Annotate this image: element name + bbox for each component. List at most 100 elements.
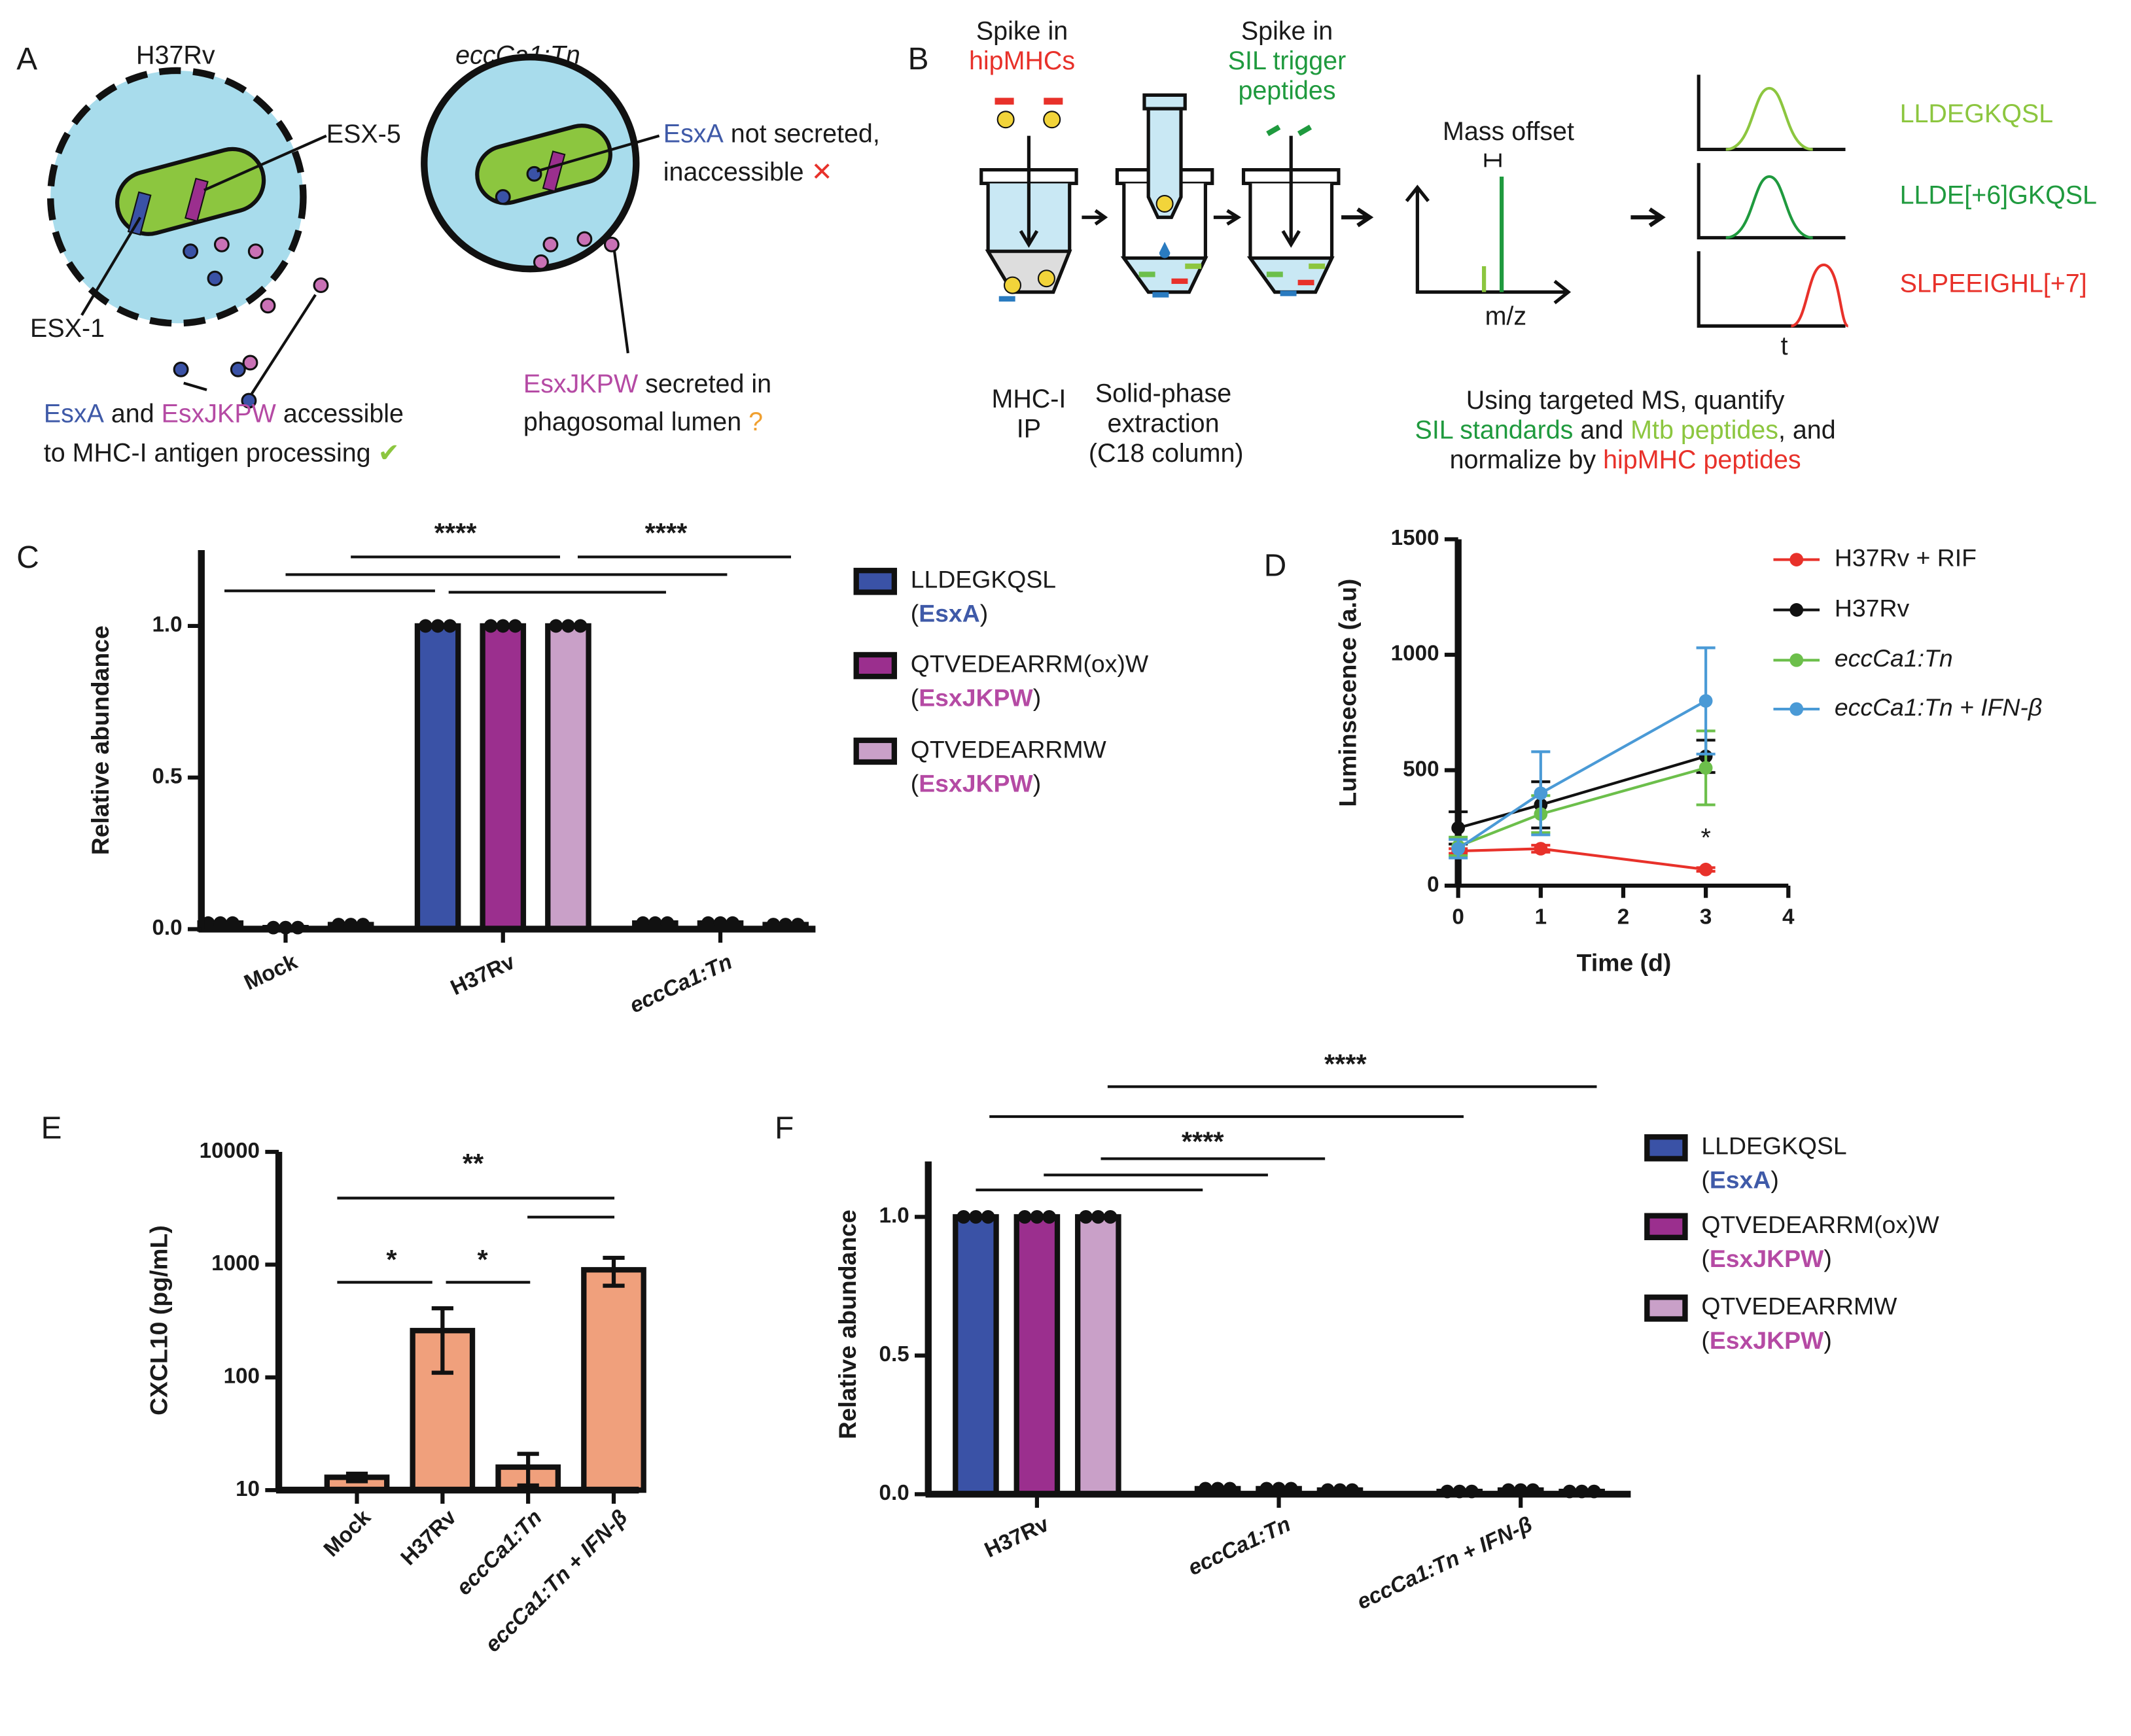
chromatograms (1697, 75, 1849, 328)
point (1534, 842, 1548, 856)
legend-marker (1789, 553, 1804, 566)
x-tick-label: eccCa1:Tn + IFN-β (1353, 1512, 1536, 1615)
panel-label: F (775, 1111, 794, 1145)
label: Mass offset (1443, 117, 1574, 146)
legend-swatch (853, 568, 897, 595)
replicate-dot (549, 619, 563, 633)
caption-part: phagosomal lumen (523, 408, 741, 436)
panel-label: A (16, 42, 37, 77)
step-label: extraction (1108, 409, 1220, 438)
tubes (979, 93, 1341, 294)
legend-protein-part: EsxA (919, 600, 980, 627)
question: ? (748, 408, 763, 436)
x-tick-label: Mock (319, 1505, 376, 1562)
step-label: Solid-phase (1095, 379, 1231, 408)
replicate-dot (1042, 1209, 1056, 1224)
label: ESX-1 (30, 314, 105, 343)
panel-label: C (16, 540, 39, 575)
point (1699, 694, 1713, 708)
caption: EsxJKPW secreted in (523, 370, 771, 398)
trace-label: SLPEEIGHL[+7] (1900, 269, 2087, 298)
legend-label: H37Rv (1835, 594, 1910, 621)
legend-protein-part: ( (1701, 1327, 1710, 1354)
caption-part: EsxA (44, 400, 105, 428)
y-tick-label: 1000 (211, 1251, 260, 1276)
legend-swatch (1644, 1294, 1688, 1322)
legend-label: QTVEDEARRM(ox)W (911, 650, 1149, 677)
point (1451, 842, 1466, 856)
point (1699, 761, 1713, 775)
replicate-dot (1017, 1209, 1032, 1224)
legend-protein-part: ) (1823, 1245, 1831, 1272)
replicate-dot (508, 619, 522, 633)
y-axis-label: Relative abundance (834, 1209, 861, 1439)
y-tick-label: 0.0 (879, 1481, 909, 1505)
legend-protein-part: ) (1033, 769, 1041, 797)
y-tick-label: 1.0 (152, 613, 182, 637)
replicate-dot (484, 619, 498, 633)
y-tick-label: 0.0 (152, 916, 182, 940)
pointer (203, 134, 327, 192)
legend-label: LLDEGKQSL (911, 566, 1056, 593)
y-tick-label: 0 (1427, 873, 1439, 897)
caption: phagosomal lumen ? (523, 408, 763, 436)
line (1457, 699, 1707, 850)
legend-protein-part: ( (911, 600, 919, 627)
bacterium (115, 147, 266, 236)
point (1451, 821, 1466, 835)
summary: normalize by hipMHC peptides (1450, 445, 1801, 474)
x-tick-label: 0 (1452, 905, 1464, 929)
replicate-dot (1079, 1209, 1093, 1224)
y-axis-label: Relative abundance (86, 625, 114, 855)
label: Spike in (1241, 16, 1333, 45)
caption-part: secreted in (638, 370, 771, 398)
significance-label: **** (1182, 1126, 1224, 1157)
legend-protein-part: ( (911, 769, 919, 797)
legend-protein-part: EsxJKPW (1710, 1245, 1824, 1272)
error-bar (431, 1306, 453, 1375)
spectrum (1405, 153, 1572, 305)
legend-label: eccCa1:Tn + IFN-β (1835, 693, 2042, 721)
replicate-dot (496, 619, 510, 633)
bar (953, 1214, 999, 1497)
legend-protein-part: EsxJKPW (919, 769, 1033, 797)
panel-label: B (908, 42, 929, 77)
caption: to MHC-I antigen processing ✔ (44, 439, 400, 468)
strain-label: H37Rv (136, 41, 215, 70)
esx5 (185, 177, 209, 222)
replicate-dot (561, 619, 575, 633)
panel-a: A H37Rv eccCa1:Tn ESX-5 ESX-1 EsxA not s… (16, 41, 880, 468)
line (1457, 766, 1706, 848)
step-label: IP (1017, 415, 1041, 443)
summary-part: SIL standards (1415, 416, 1574, 445)
legend-label: eccCa1:Tn (1835, 644, 1953, 672)
proteins (173, 236, 329, 409)
legend-marker (1789, 603, 1804, 617)
replicate-dot (431, 619, 445, 633)
note: inaccessible ✕ (663, 158, 833, 186)
y-tick-label: 0.5 (879, 1342, 909, 1366)
legend-protein-part: EsxJKPW (919, 684, 1033, 711)
replicate-dot (1030, 1209, 1044, 1224)
x-tick-label: eccCa1:Tn (1184, 1512, 1294, 1581)
legend-swatch (853, 737, 897, 765)
legend-protein: (EsxA) (1701, 1166, 1778, 1194)
legend-swatch (1644, 1213, 1688, 1241)
summary-part: , and (1778, 416, 1836, 445)
summary-part: hipMHC peptides (1603, 445, 1801, 474)
y-tick-label: 500 (1403, 757, 1439, 781)
x-tick-label: eccCa1:Tn (626, 950, 736, 1018)
check: ✔ (378, 439, 400, 468)
error-bar (517, 1451, 539, 1488)
legend-label: LLDEGKQSL (1701, 1132, 1846, 1160)
y-tick-label: 10 (236, 1477, 260, 1501)
label: m/z (1485, 302, 1527, 330)
legend-protein: (EsxJKPW) (911, 769, 1041, 797)
cross: ✕ (811, 158, 833, 186)
pointer (80, 217, 142, 316)
label: ESX-5 (326, 120, 401, 148)
legend-protein: (EsxJKPW) (1701, 1327, 1831, 1354)
note-part: inaccessible (663, 158, 804, 186)
legend-protein: (EsxA) (911, 600, 988, 627)
